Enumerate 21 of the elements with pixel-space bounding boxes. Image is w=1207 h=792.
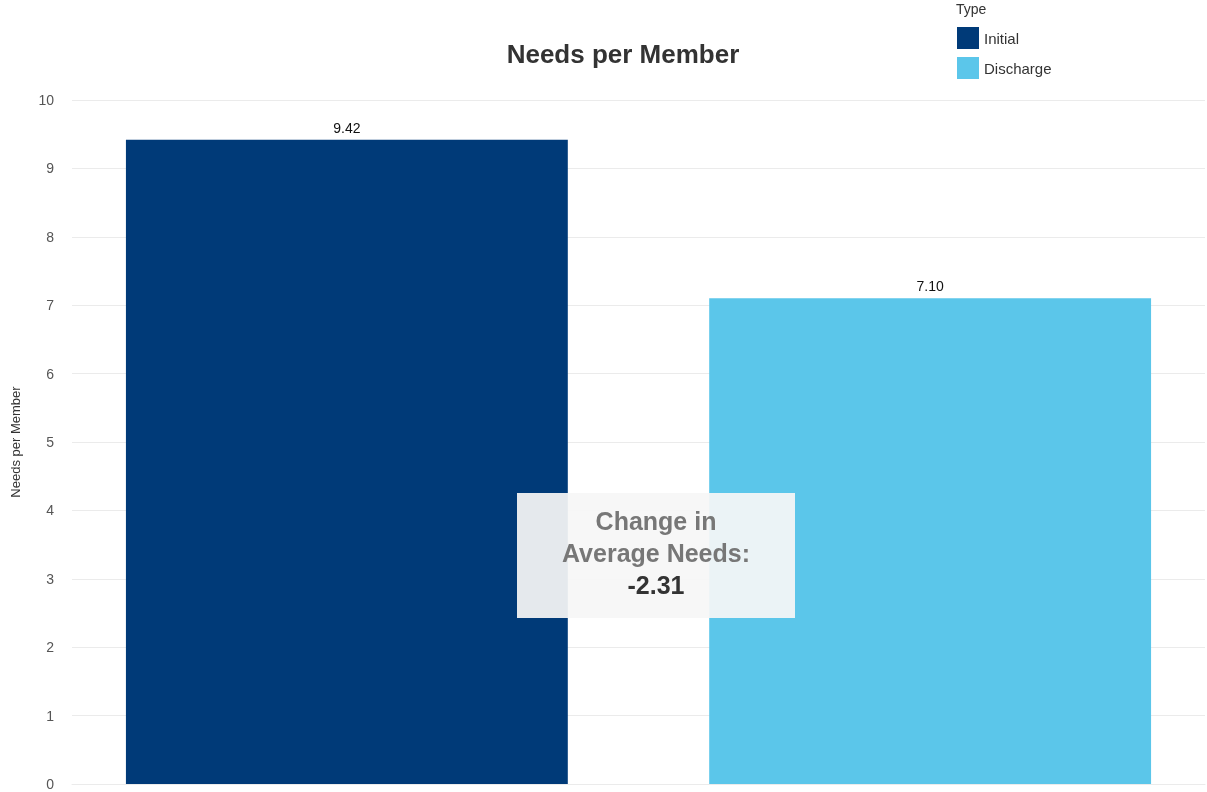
chart-title: Needs per Member: [506, 39, 740, 69]
legend-title: Type: [956, 1, 987, 17]
legend-label: Discharge: [984, 59, 1052, 77]
y-tick-label: 4: [46, 502, 55, 519]
data-label: 9.42: [333, 119, 361, 136]
y-tick-label: 2: [46, 639, 55, 656]
annotation: -2.31: [626, 570, 686, 601]
y-tick-label: 3: [46, 570, 55, 587]
y-tick-label: 6: [46, 365, 55, 382]
y-axis-title: Needs per Member: [8, 385, 23, 498]
legend-label: Initial: [984, 29, 1020, 47]
y-tick-label: 10: [38, 92, 55, 108]
annotation: Change in Average Needs:: [560, 506, 752, 569]
y-tick-label: 1: [46, 707, 55, 724]
note-box: Change in Average Needs: -2.31: [517, 493, 795, 618]
y-tick-label: 0: [46, 776, 55, 792]
y-tick-label: 5: [46, 434, 55, 450]
y-tick-label: 9: [46, 160, 55, 177]
y-tick-label: 7: [46, 297, 55, 314]
y-tick-label: 8: [46, 228, 55, 245]
data-label: 7.10: [916, 278, 944, 295]
